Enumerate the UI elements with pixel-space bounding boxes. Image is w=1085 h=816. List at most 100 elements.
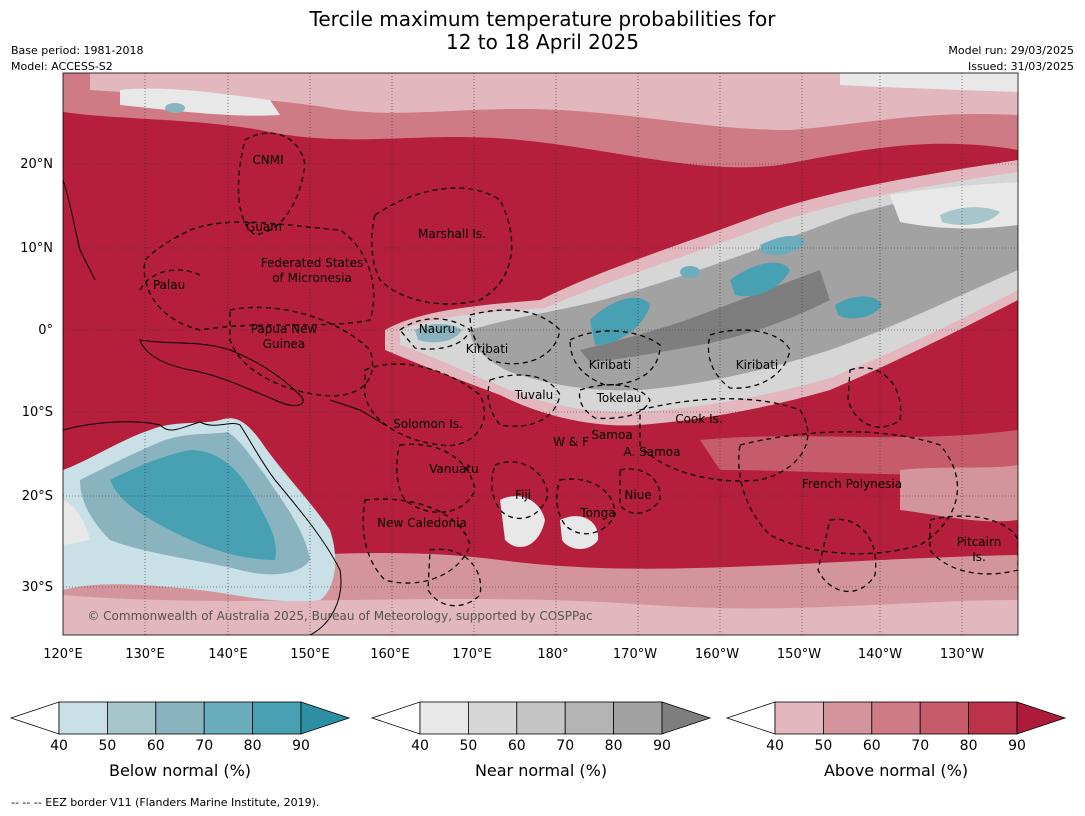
lon-label: 170°E xyxy=(452,647,492,662)
near-patch-fiji-south xyxy=(500,496,545,548)
label-pitcairn-2: Is. xyxy=(972,550,986,564)
below-patch-small xyxy=(680,266,700,278)
eez-solomon xyxy=(364,363,486,447)
eez-cnmi xyxy=(237,132,306,236)
south-light-area xyxy=(63,595,1018,635)
colorbar-extend-high xyxy=(300,701,351,735)
label-kiribati-east: Kiribati xyxy=(736,358,778,372)
lon-label: 120°E xyxy=(43,647,83,662)
issued-date: Issued: 31/03/2025 xyxy=(967,60,1074,73)
australia-coast xyxy=(63,421,342,635)
lat-label: 10°S xyxy=(22,405,53,420)
colorbar-extend-high xyxy=(661,701,712,735)
colorbar-above: 40 50 60 70 80 90 xyxy=(725,701,1067,754)
eez-fiji xyxy=(491,461,549,519)
north-below-patch xyxy=(165,103,185,113)
colorbar-tick-label: 50 xyxy=(98,738,116,754)
lat-label: 20°S xyxy=(22,489,53,504)
colorbar-extend-low xyxy=(9,701,60,735)
lat-label: 20°N xyxy=(20,157,53,172)
colorbar-tick-label: 90 xyxy=(653,738,671,754)
near-normal-dark-streak xyxy=(580,270,830,362)
colorbar-tick-label: 90 xyxy=(292,738,310,754)
model-run: Model run: 29/03/2025 xyxy=(948,44,1074,57)
colorbar-cell xyxy=(467,701,518,735)
eez-tuvalu xyxy=(487,374,561,427)
colorbar-cell xyxy=(155,701,205,735)
eez-austral xyxy=(817,518,877,592)
lat-label: 0° xyxy=(38,323,53,338)
label-fsm-2: of Micronesia xyxy=(272,271,352,285)
lon-label: 160°E xyxy=(370,647,410,662)
graticule xyxy=(63,73,1018,635)
map-frame xyxy=(62,72,1019,636)
coastlines xyxy=(63,179,386,635)
label-american-samoa: A. Samoa xyxy=(624,445,681,459)
base-period: Base period: 1981-2018 xyxy=(11,44,144,57)
north-near-normal-patch xyxy=(120,88,280,116)
label-cook: Cook Is. xyxy=(675,412,722,426)
colorbar-tick-label: 60 xyxy=(147,738,165,754)
latitude-labels: 20°N 10°N 0° 10°S 20°S 30°S xyxy=(20,157,53,595)
label-cnmi: CNMI xyxy=(252,153,283,167)
colorbar-cell xyxy=(919,701,970,735)
label-kiribati-west: Kiribati xyxy=(466,342,508,356)
label-palau: Palau xyxy=(153,278,185,292)
south-east-light-patch xyxy=(900,465,1018,522)
colorbar-cell xyxy=(774,701,824,735)
eez-new-caledonia xyxy=(362,498,471,584)
colorbar-tick-label: 40 xyxy=(50,738,68,754)
colorbar-cell xyxy=(419,701,469,735)
colorbar-tick-label: 70 xyxy=(556,738,574,754)
model-name: Model: ACCESS-S2 xyxy=(11,60,113,73)
title-line-2: 12 to 18 April 2025 xyxy=(445,30,640,54)
meta-right: Model run: 29/03/2025 Issued: 31/03/2025 xyxy=(948,43,1074,75)
colorbar-tick-label: 90 xyxy=(1008,738,1026,754)
label-solomon: Solomon Is. xyxy=(393,417,463,431)
colorbar-below: 40 50 60 70 80 90 xyxy=(9,701,351,754)
colorbar-tick-label: 40 xyxy=(411,738,429,754)
colorbar-label-below: Below normal (%) xyxy=(108,761,252,780)
label-kiribati-central: Kiribati xyxy=(589,358,631,372)
eez-marquesas xyxy=(847,367,902,428)
lat-label: 10°N xyxy=(20,241,53,256)
colorbar-cell xyxy=(58,701,108,735)
colorbar-tick-label: 80 xyxy=(960,738,978,754)
colorbar-tick-label: 80 xyxy=(244,738,262,754)
region-labels: CNMI Guam Marshall Is. Federated States … xyxy=(153,153,1001,564)
map-figure: CNMI Guam Marshall Is. Federated States … xyxy=(9,72,1067,754)
eez-footnote: -- -- -- EEZ border V11 (Flanders Marine… xyxy=(11,796,320,809)
eez-niue xyxy=(619,468,661,514)
north-east-near-patch xyxy=(840,73,1018,92)
colorbar-near: 40 50 60 70 80 90 xyxy=(370,701,712,754)
new-guinea-coast xyxy=(139,339,304,406)
philippines-coast xyxy=(63,179,96,281)
colorbar-cell xyxy=(516,701,566,735)
colorbar-tick-label: 80 xyxy=(605,738,623,754)
copyright-notice: © Commonwealth of Australia 2025, Bureau… xyxy=(87,609,592,623)
eez-pitcairn xyxy=(929,515,1018,575)
label-nauru: Nauru xyxy=(419,322,455,336)
south-east-moderate-band xyxy=(700,430,1018,475)
label-marshall: Marshall Is. xyxy=(418,227,486,241)
north-light-area xyxy=(90,73,1018,130)
colorbar-cell xyxy=(871,701,921,735)
colorbar-tick-label: 40 xyxy=(766,738,784,754)
eez-kiribati-east xyxy=(707,329,791,389)
colorbar-tick-label: 60 xyxy=(863,738,881,754)
eez-nauru xyxy=(399,318,471,350)
below-patch-nauru xyxy=(415,324,462,343)
colorbar-extend-high xyxy=(1016,701,1067,735)
lon-label: 160°W xyxy=(695,647,739,662)
label-tonga: Tonga xyxy=(579,506,615,520)
eez-tokelau xyxy=(578,384,651,420)
map-title: Tercile maximum temperature probabilitie… xyxy=(0,8,1085,54)
label-fiji: Fiji xyxy=(515,488,531,502)
australia-below-core xyxy=(110,450,276,560)
title-line-1: Tercile maximum temperature probabilitie… xyxy=(309,7,776,31)
colorbar-extend-low xyxy=(725,701,776,735)
label-samoa: Samoa xyxy=(591,428,632,442)
lon-label: 130°W xyxy=(940,647,984,662)
below-patch-line-islands xyxy=(730,262,790,297)
probability-field: CNMI Guam Marshall Is. Federated States … xyxy=(63,73,1018,635)
